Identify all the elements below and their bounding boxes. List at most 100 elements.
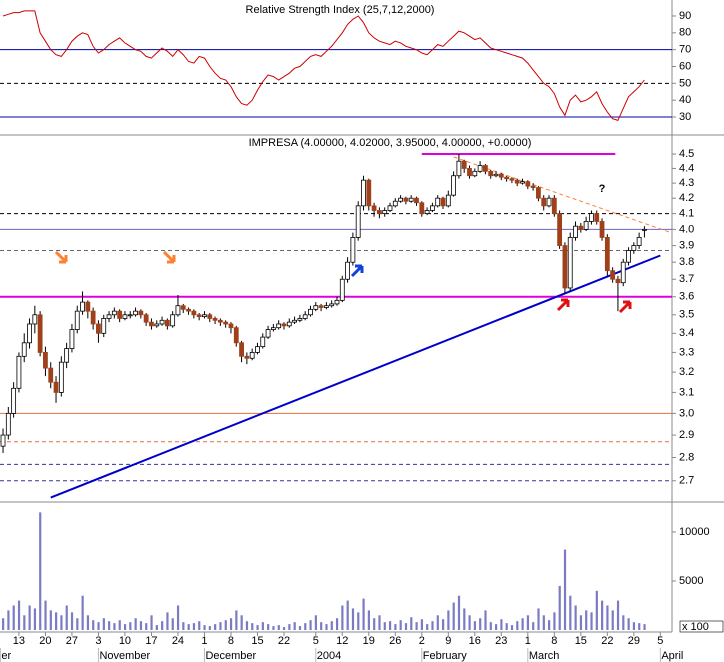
- volume-bar: [81, 595, 84, 630]
- candle-body: [536, 187, 541, 199]
- arrow: [350, 264, 364, 278]
- candle-body: [440, 197, 446, 207]
- x-tick-label: 15: [575, 635, 587, 647]
- candle-body: [382, 210, 388, 214]
- volume-bar: [526, 615, 530, 630]
- volume-bar: [49, 610, 52, 630]
- candle-body: [345, 261, 350, 280]
- candle-body: [196, 314, 202, 318]
- candle-body: [509, 178, 515, 181]
- volume-bar: [452, 602, 455, 630]
- candle-body: [43, 352, 48, 369]
- candle-body: [329, 303, 335, 307]
- unit-box: [679, 620, 724, 633]
- candle-body: [0, 434, 6, 447]
- volume-bar: [585, 610, 588, 630]
- candle-body: [620, 261, 626, 284]
- volume-bar: [505, 623, 508, 630]
- candle-body: [223, 321, 229, 325]
- volume-bar: [161, 621, 164, 630]
- volume-bar: [166, 612, 169, 630]
- candle-body: [255, 346, 260, 353]
- x-tick-label: 1: [525, 635, 531, 647]
- x-tick-label: 22: [278, 635, 290, 647]
- candle-body: [69, 329, 75, 349]
- volume-bar: [33, 608, 37, 630]
- volume-bar: [441, 619, 445, 630]
- volume-bar: [537, 608, 540, 630]
- candle-body: [366, 179, 372, 207]
- volume-bar: [627, 618, 630, 630]
- candle-body: [488, 170, 494, 177]
- x-tick-label: 9: [445, 635, 451, 647]
- candle-body: [398, 197, 403, 202]
- candle-body: [445, 194, 451, 207]
- volume-bar: [7, 610, 10, 630]
- volume-bar: [362, 598, 365, 630]
- candle-body: [286, 321, 292, 327]
- volume-bar: [463, 608, 466, 630]
- volume-bar: [484, 610, 487, 630]
- volume-bar: [553, 612, 556, 630]
- y-tick-label: 3.3: [679, 346, 694, 358]
- y-tick-label: 3.5: [679, 309, 694, 321]
- volume-bar: [426, 624, 429, 630]
- x-tick-label: 5: [657, 635, 663, 647]
- x-tick-label: 8: [228, 635, 234, 647]
- unit-label: x 100: [682, 621, 709, 633]
- candle-body: [408, 197, 414, 202]
- volume-bar: [134, 618, 137, 630]
- candle-body: [551, 197, 557, 214]
- candle-body: [16, 355, 22, 389]
- candle-body: [350, 237, 356, 263]
- candle-body: [467, 168, 472, 177]
- volume-bar: [155, 625, 158, 630]
- y-tick-label: 3.9: [679, 239, 694, 251]
- y-tick-label: 40: [679, 94, 691, 106]
- candle-body: [498, 173, 504, 178]
- y-tick-label: 3.7: [679, 273, 694, 285]
- candle-body: [37, 314, 43, 353]
- volume-bar: [2, 618, 5, 630]
- volume-bar: [404, 623, 408, 630]
- volume-bar: [330, 621, 333, 630]
- candle-body: [631, 245, 637, 251]
- y-tick-label: 2.9: [679, 429, 694, 441]
- candle-body: [583, 221, 589, 230]
- volume-bar: [182, 622, 185, 630]
- volume-bar: [415, 622, 418, 630]
- x-tick-label: 22: [601, 635, 613, 647]
- volume-bar: [558, 585, 561, 630]
- candle-body: [642, 228, 647, 231]
- chart-title: IMPRESA (4.00000, 4.02000, 3.95000, 4.00…: [249, 137, 532, 149]
- volume-bar: [606, 605, 609, 630]
- candle-body: [244, 355, 250, 359]
- candle-body: [604, 237, 610, 272]
- volume-bar: [320, 622, 323, 630]
- volume-bar: [579, 615, 583, 630]
- candle-body: [615, 278, 621, 284]
- volume-bar: [457, 595, 461, 630]
- volume-bar: [176, 605, 180, 630]
- volume-bar: [251, 623, 254, 630]
- volume-bar: [86, 615, 90, 630]
- y-tick-label: 30: [679, 111, 691, 123]
- volume-bar: [108, 621, 111, 630]
- volume-bar: [367, 610, 370, 630]
- volume-bar: [288, 624, 291, 630]
- volume-bar: [601, 600, 604, 630]
- candle-body: [159, 319, 165, 325]
- trend-line: [50, 254, 661, 499]
- y-tick-label: 4.0: [679, 223, 694, 235]
- candle-body: [154, 323, 160, 327]
- x-tick-label: 27: [66, 635, 78, 647]
- y-tick-label: 3.4: [679, 327, 694, 339]
- volume-bar: [410, 617, 413, 630]
- x-tick-label: 26: [389, 635, 401, 647]
- volume-bar: [60, 615, 63, 630]
- volume-bar: [335, 618, 339, 630]
- volume-bar: [388, 621, 392, 630]
